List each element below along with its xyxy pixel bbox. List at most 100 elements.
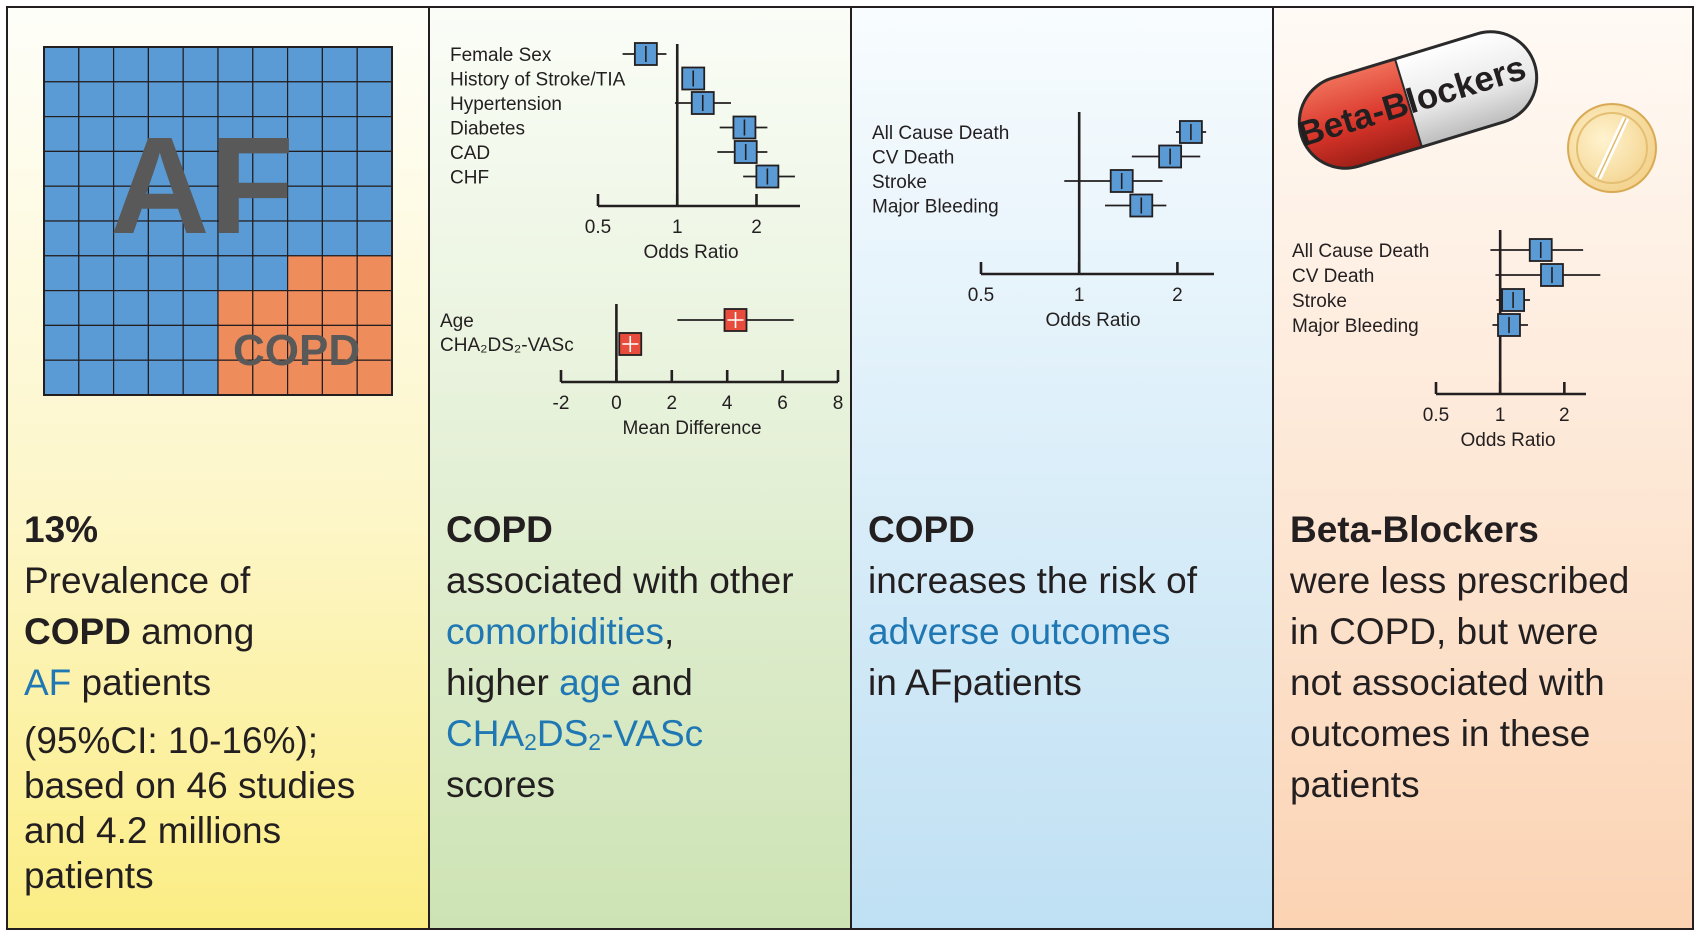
prevalence-note-studies: based on 46 studies <box>24 765 356 806</box>
grid-cell-af <box>287 46 324 83</box>
outcomes-line-3: in AFpatients <box>868 662 1082 703</box>
comorbidity-line-2: comorbidities, <box>446 606 842 657</box>
outcomes-line-2: adverse outcomes <box>868 611 1171 652</box>
grid-cell-copd <box>287 359 324 396</box>
comorbidity-forest-plot: 0.5 1 2 Odds Ratio Female Sex History of Stro… <box>450 42 800 263</box>
grid-cell-af <box>182 324 219 361</box>
row-label: Age <box>440 311 474 332</box>
beta-blocker-line-5: patients <box>1290 764 1420 805</box>
grid-cell-af <box>356 185 393 222</box>
x-tick-label: 1 <box>1074 285 1085 306</box>
panel-outcomes: 0.5 1 2 Odds Ratio All Cause Death CV Death St… <box>852 8 1274 928</box>
grid-cell-af <box>43 115 80 152</box>
row-label: Female Sex <box>450 45 552 66</box>
prevalence-text-among: among <box>130 611 255 652</box>
grid-cell-copd <box>356 255 393 292</box>
prevalence-headline: 13% <box>24 509 99 550</box>
grid-cell-af <box>78 220 115 257</box>
prevalence-text-copd: COPD <box>24 611 131 652</box>
grid-cell-af <box>252 81 289 118</box>
row-label: Major Bleeding <box>872 196 999 217</box>
grid-cell-af <box>252 46 289 83</box>
grid-cell-af <box>217 46 254 83</box>
row-label: Hypertension <box>450 94 562 115</box>
row-label: CAD <box>450 143 490 164</box>
grid-cell-af <box>43 290 80 327</box>
infographic-frame: AF COPD 13% Prevalence of COPD among AF … <box>6 6 1694 930</box>
x-tick-label: 8 <box>833 393 844 414</box>
grid-cell-af <box>321 46 358 83</box>
grid-cell-af <box>356 220 393 257</box>
x-tick-label: 0.5 <box>585 217 611 238</box>
row-label: All Cause Death <box>872 123 1009 144</box>
prevalence-line-2: COPD among <box>24 606 420 657</box>
grid-cell-af <box>287 185 324 222</box>
grid-cell-af <box>147 255 184 292</box>
grid-af-label: AF <box>110 109 294 263</box>
panel-beta-blockers: Beta-Blockers 0.5 1 2 Odds Ratio All Cause D… <box>1274 8 1692 928</box>
prevalence-text-a: Prevalence of <box>24 560 251 601</box>
grid-cell-af <box>78 359 115 396</box>
grid-cell-af <box>147 290 184 327</box>
grid-copd-label: COPD <box>233 326 360 375</box>
grid-cell-af <box>112 46 149 83</box>
row-label: All Cause Death <box>1292 241 1429 262</box>
outcomes-line-1: increases the risk of <box>868 560 1198 601</box>
beta-blocker-line-1: were less prescribed <box>1290 560 1630 601</box>
grid-cell-af <box>147 46 184 83</box>
grid-cell-copd <box>252 359 289 396</box>
row-label: History of Stroke/TIA <box>450 69 626 90</box>
grid-cell-af <box>182 46 219 83</box>
x-axis-label: Mean Difference <box>622 418 761 439</box>
outcomes-headline: COPD <box>868 509 975 550</box>
grid-cell-copd <box>217 290 254 327</box>
score-sub-2: 2 <box>588 729 602 756</box>
prevalence-note-millions: and 4.2 millions <box>24 810 282 851</box>
grid-cell-af <box>217 255 254 292</box>
grid-cell-af <box>112 324 149 361</box>
grid-cell-af <box>356 115 393 152</box>
score-text-vasc: -VASc <box>601 713 704 754</box>
grid-cell-af <box>78 81 115 118</box>
age-score-forest-plot: -2 0 2 4 6 8 Mean Difference Age CHA₂DS₂-VASc <box>440 304 844 439</box>
grid-cell-af <box>78 290 115 327</box>
grid-cell-af <box>321 115 358 152</box>
row-label: CHF <box>450 167 489 188</box>
grid-cell-af <box>78 46 115 83</box>
grid-cell-af <box>147 324 184 361</box>
x-tick-label: 2 <box>1172 285 1183 306</box>
prevalence-caption: 13% Prevalence of COPD among AF patients… <box>24 504 420 898</box>
grid-cell-copd <box>252 324 289 361</box>
tablet-icon <box>1567 103 1657 193</box>
grid-cells <box>43 46 393 396</box>
grid-cell-af <box>78 150 115 187</box>
prevalence-grid: AF COPD <box>43 46 393 396</box>
comorbidity-line-1: associated with other <box>446 560 794 601</box>
grid-cell-af <box>217 220 254 257</box>
prevalence-line-3: AF patients <box>24 657 420 708</box>
row-label: CV Death <box>1292 266 1374 287</box>
grid-cell-af <box>217 150 254 187</box>
comorbidity-line-3: higher age and <box>446 657 842 708</box>
grid-cell-af <box>78 185 115 222</box>
prevalence-note-patients: patients <box>24 855 154 896</box>
grid-cell-af <box>78 255 115 292</box>
grid-cell-af <box>252 115 289 152</box>
grid-cell-af <box>217 81 254 118</box>
prevalence-line-1: Prevalence of <box>24 555 420 606</box>
grid-cell-copd <box>217 359 254 396</box>
comorbidity-text-higher: higher <box>446 662 560 703</box>
score-text-cha: CHA <box>446 713 525 754</box>
row-label: Stroke <box>1292 291 1347 312</box>
comorbidity-text-age: age <box>559 662 621 703</box>
x-tick-label: 2 <box>667 393 678 414</box>
grid-cell-copd <box>321 324 358 361</box>
grid-cell-af <box>147 81 184 118</box>
grid-cell-af <box>321 185 358 222</box>
beta-blocker-line-4: outcomes in these <box>1290 713 1591 754</box>
grid-cell-af <box>112 290 149 327</box>
prevalence-note: (95%CI: 10-16%); based on 46 studies and… <box>24 718 420 898</box>
row-label: Diabetes <box>450 118 525 139</box>
grid-cell-af <box>43 185 80 222</box>
